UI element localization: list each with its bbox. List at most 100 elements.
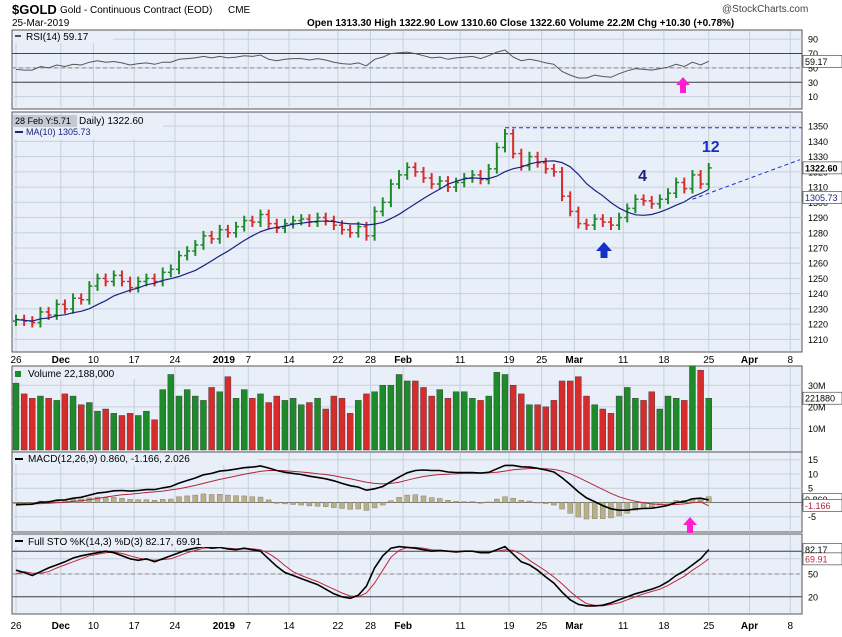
volume-bar — [664, 395, 672, 451]
volume-bar — [273, 395, 280, 451]
price-tick-label: 1350 — [808, 122, 828, 132]
macd-histogram-bar — [135, 499, 141, 503]
x-axis-label: 7 — [245, 621, 251, 632]
price-bar — [420, 166, 427, 183]
x-axis-label: 22 — [332, 621, 344, 632]
ma-label: MA(10) 1305.73 — [26, 127, 91, 137]
price-bar — [632, 194, 639, 214]
macd-histogram-bar — [567, 502, 573, 514]
hover-tag: 28 Feb Y:5.71 — [15, 116, 71, 126]
price-bar — [322, 212, 329, 226]
rsi-tick-label: 10 — [808, 92, 818, 102]
volume-bar — [461, 391, 468, 451]
x-axis-label: Dec — [52, 355, 71, 366]
volume-bar — [485, 395, 492, 451]
panel-labels: RSI(14) 59.17 28 Feb Y:5.71 Daily) 1322.… — [13, 31, 258, 548]
volume-bar — [599, 408, 606, 451]
ma10-line — [15, 160, 710, 322]
volume-bar — [151, 419, 158, 451]
volume-last-value-box — [802, 391, 842, 405]
price-tick-label: 1280 — [808, 228, 828, 238]
volume-bar — [37, 395, 44, 451]
macd-histogram-bar — [192, 494, 199, 503]
macd-histogram-bar — [591, 502, 598, 519]
price-bar — [265, 209, 272, 229]
macd-histogram-bar — [274, 502, 280, 504]
volume-bar — [69, 395, 77, 451]
price-bar — [70, 293, 77, 314]
x-axis-label: 25 — [536, 621, 548, 632]
x-axis-label: Apr — [741, 355, 758, 366]
volume-bar — [240, 389, 248, 451]
macd-histogram-bar — [649, 502, 655, 507]
price-tick-label: 1260 — [808, 259, 828, 269]
price-bar — [86, 281, 93, 305]
macd-histogram-bar — [94, 496, 101, 503]
sto-d-last-value: 69.91 — [805, 554, 828, 564]
volume-bar — [77, 404, 85, 451]
volume-bar — [12, 382, 20, 451]
volume-bar — [363, 393, 370, 451]
volume-bar — [167, 374, 175, 451]
price-bar — [110, 270, 117, 287]
volume-bar — [428, 395, 435, 451]
macd-histogram-bar — [608, 502, 614, 519]
price-bar — [118, 270, 125, 287]
macd-histogram-bar — [526, 500, 533, 503]
macd-histogram-bar — [477, 502, 484, 504]
x-axis-label: 11 — [618, 355, 629, 366]
volume-bar — [208, 387, 215, 451]
macd-histogram-bar — [486, 501, 492, 503]
price-tick-label: 1240 — [808, 289, 828, 299]
volume-bar — [338, 398, 346, 451]
volume-bar — [395, 374, 403, 451]
x-axis-label: 25 — [703, 355, 715, 366]
price-bar — [656, 194, 663, 209]
volume-bar — [298, 404, 305, 451]
macd-histogram-bar — [143, 499, 150, 503]
macd-histogram-bar — [290, 502, 296, 505]
volume-bar — [224, 376, 232, 451]
price-bar — [176, 250, 182, 275]
x-axis-label: Feb — [394, 621, 412, 632]
price-bar — [697, 170, 704, 189]
volume-bar — [648, 391, 655, 451]
x-axis-label: Mar — [565, 355, 583, 366]
price-bar — [396, 170, 403, 189]
magenta-up-arrow-rsi-icon — [676, 77, 690, 93]
x-axis-label: 7 — [245, 355, 251, 366]
volume-bar — [192, 395, 199, 451]
rsi-tick-label: 50 — [808, 63, 818, 73]
rsi-tick-label: 30 — [808, 78, 818, 88]
macd-histogram-bar — [347, 502, 353, 510]
volume-bar — [110, 413, 118, 451]
price-bar — [404, 162, 411, 180]
price-panel — [11, 111, 803, 353]
volume-bar — [183, 389, 191, 451]
volume-bar — [656, 408, 664, 451]
volume-bar — [102, 408, 109, 451]
price-bar — [599, 214, 606, 227]
price-bar — [37, 307, 44, 328]
macd-histogram-bar — [257, 496, 264, 503]
magenta-up-arrow-macd-icon — [683, 517, 697, 533]
support-trend-line — [692, 159, 801, 200]
macd-histogram-bar — [265, 499, 272, 503]
volume-bar — [143, 410, 150, 451]
macd-histogram-bar — [404, 494, 410, 503]
volume-bar — [289, 398, 297, 451]
price-bar — [542, 157, 549, 174]
price-bar — [640, 194, 647, 206]
macd-histogram-bar — [371, 502, 378, 509]
blue-up-arrow-icon — [596, 242, 612, 258]
macd-histogram-bar — [225, 494, 231, 503]
volume-bar — [118, 415, 126, 451]
volume-bar — [371, 391, 378, 451]
price-bar — [624, 203, 631, 223]
macd-signal-last-value: -1.166 — [805, 501, 831, 511]
macd-histogram-bar — [119, 498, 125, 503]
volume-bar — [477, 400, 484, 451]
ohlc-readout: Open 1313.30 High 1322.90 Low 1310.60 Cl… — [307, 18, 734, 29]
price-bar — [616, 212, 623, 231]
